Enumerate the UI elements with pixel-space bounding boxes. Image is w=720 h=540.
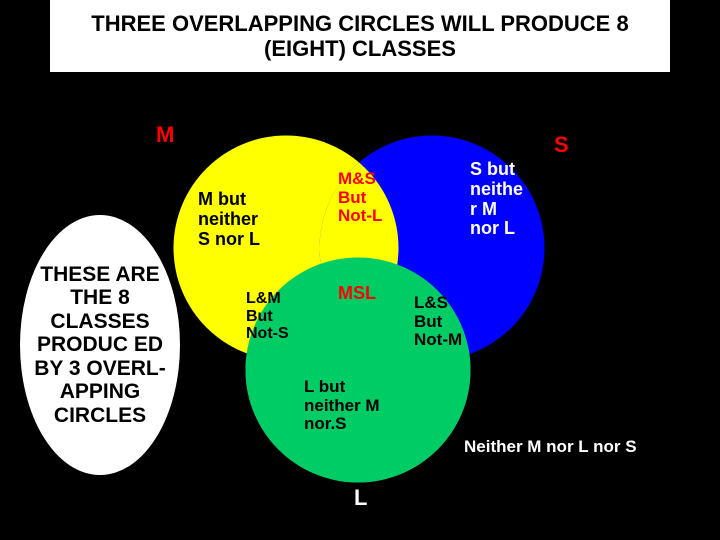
page-title: THREE OVERLAPPING CIRCLES WILL PRODUCE 8… [50,11,670,62]
set-label-l: L [354,485,367,511]
region-msl: MSL [338,284,376,304]
region-s-only: S but neithe r M nor L [470,160,523,239]
side-caption-text: THESE ARE THE 8 CLASSES PRODUC ED BY 3 O… [20,263,180,428]
region-ms: M&S But Not-L [338,170,382,226]
set-label-m: M [156,122,174,148]
region-outside: Neither M nor L nor S [464,438,637,457]
region-lm: L&M But Not-S [246,290,289,343]
title-band: THREE OVERLAPPING CIRCLES WILL PRODUCE 8… [50,0,670,72]
diagram-stage: THREE OVERLAPPING CIRCLES WILL PRODUCE 8… [0,0,720,540]
region-l-only: L but neither M nor.S [304,378,380,434]
region-ls: L&S But Not-M [414,294,462,350]
side-caption-ellipse: THESE ARE THE 8 CLASSES PRODUC ED BY 3 O… [20,215,180,475]
set-label-s: S [554,132,569,158]
region-m-only: M but neither S nor L [198,190,260,249]
